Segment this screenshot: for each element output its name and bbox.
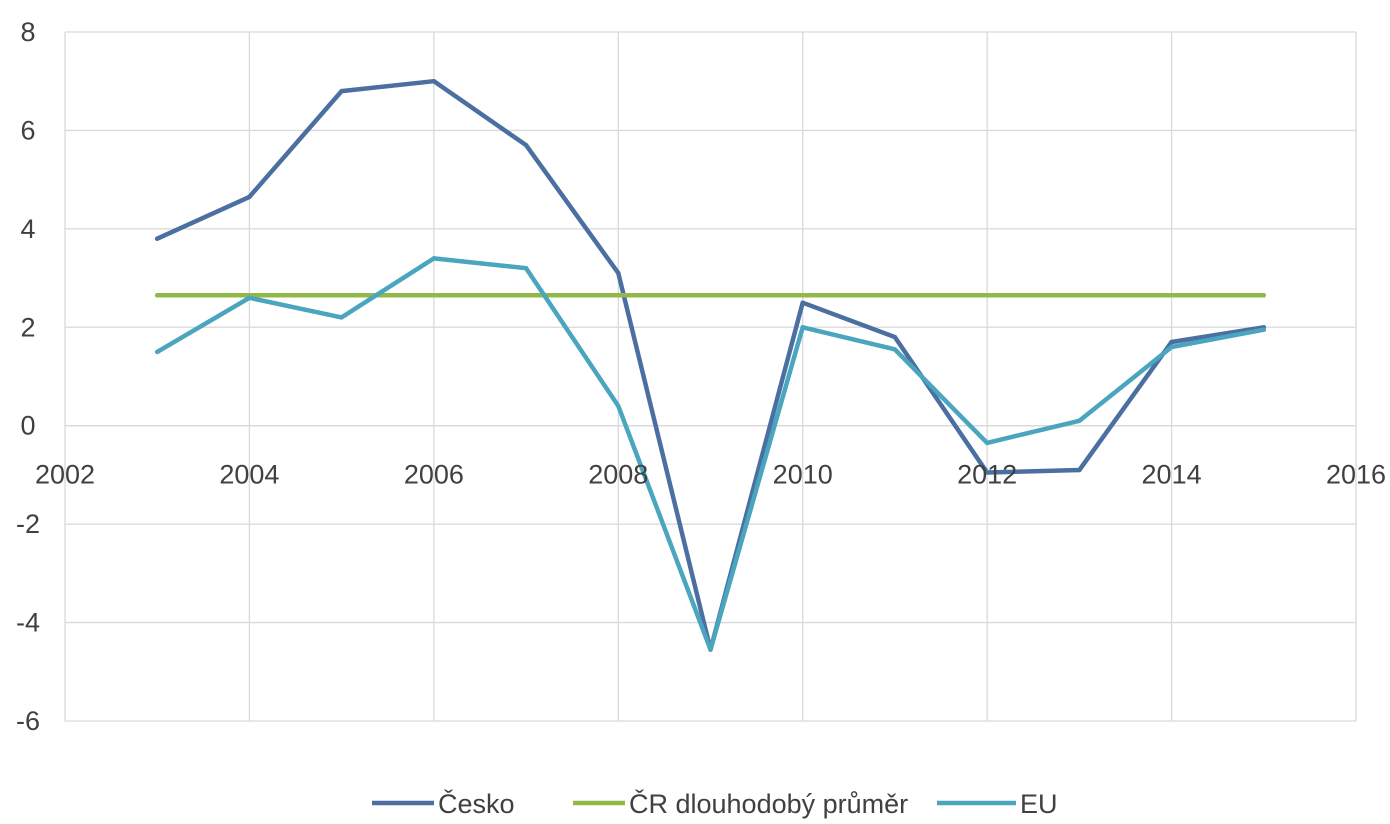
data-point <box>523 266 529 271</box>
x-tick-label: 2010 <box>773 460 833 490</box>
data-point <box>523 142 529 148</box>
data-point <box>1077 293 1082 298</box>
data-point <box>984 440 990 446</box>
data-point <box>1077 418 1082 423</box>
data-point <box>984 470 990 475</box>
data-point <box>247 194 252 200</box>
y-tick-label: 2 <box>20 312 35 342</box>
data-point <box>155 293 160 298</box>
data-point <box>431 79 437 84</box>
y-tick-label: 0 <box>20 411 35 441</box>
x-tick-label: 2016 <box>1326 460 1386 490</box>
data-point <box>1077 467 1082 473</box>
series-lines <box>154 78 1267 652</box>
gridlines <box>64 31 1357 722</box>
data-point <box>800 293 805 298</box>
x-tick-label: 2006 <box>404 460 464 490</box>
x-tick-label: 2004 <box>219 460 279 490</box>
x-tick-label: 2008 <box>588 460 648 490</box>
data-point <box>523 293 529 298</box>
data-point <box>155 236 160 241</box>
y-tick-label: -6 <box>16 706 40 736</box>
data-point <box>1169 293 1174 298</box>
legend-label: EU <box>1020 789 1058 819</box>
data-point <box>339 315 344 320</box>
data-point <box>708 293 713 298</box>
data-point <box>892 293 898 298</box>
y-tick-label: -2 <box>16 509 40 539</box>
data-point <box>616 403 621 409</box>
tick-labels: 8 6 4 2 0 -2 -4 -6 2002 2004 2006 2008 2010 2012 2014 2… <box>16 17 1386 736</box>
legend-label: Česko <box>438 788 515 819</box>
data-point <box>708 647 713 652</box>
data-point <box>1261 327 1266 332</box>
x-tick-label: 2012 <box>957 460 1017 490</box>
legend-label: ČR dlouhodobý průměr <box>629 788 908 819</box>
y-tick-label: -4 <box>16 608 40 638</box>
data-point <box>800 325 805 330</box>
data-point <box>339 293 344 298</box>
y-tick-label: 4 <box>20 214 35 244</box>
data-point <box>431 293 437 298</box>
data-point <box>1261 293 1266 298</box>
data-point <box>431 256 437 261</box>
data-point <box>892 347 898 352</box>
data-point <box>1169 339 1174 345</box>
data-point <box>616 270 621 276</box>
data-point <box>155 349 160 355</box>
data-point <box>984 293 990 298</box>
data-point <box>247 295 252 300</box>
y-tick-label: 8 <box>20 17 35 47</box>
data-point <box>339 88 344 94</box>
data-point <box>892 334 898 340</box>
data-point <box>616 293 621 298</box>
data-point <box>1169 344 1174 350</box>
x-tick-label: 2002 <box>35 460 95 490</box>
x-tick-label: 2014 <box>1142 460 1202 490</box>
data-point <box>800 300 805 305</box>
y-tick-label: 6 <box>20 115 35 145</box>
legend: Česko ČR dlouhodobý průměr EU <box>372 788 1058 819</box>
